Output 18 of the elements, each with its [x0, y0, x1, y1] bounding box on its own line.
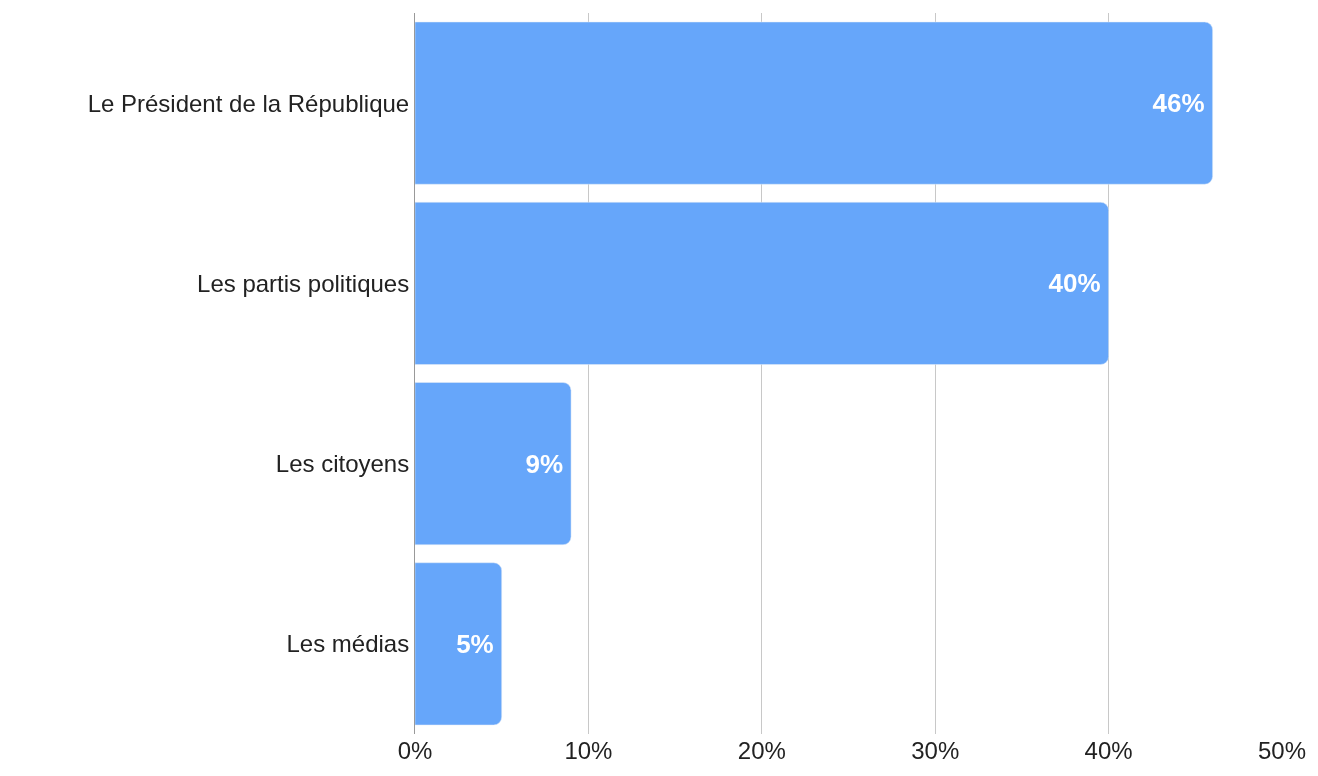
- data-label: 46%: [1152, 88, 1205, 119]
- data-label: 9%: [525, 448, 564, 479]
- x-tick-label: 10%: [564, 737, 613, 764]
- x-tick-label: 50%: [1257, 737, 1307, 764]
- x-tick-label: 20%: [737, 737, 786, 764]
- y-tick-label: Les partis politiques: [197, 269, 410, 297]
- bar: [415, 382, 572, 545]
- y-tick-label: Le Président de la République: [87, 89, 410, 117]
- y-tick-label: Les médias: [286, 630, 410, 658]
- x-tick-label: 0%: [397, 737, 433, 764]
- x-tick-label: 30%: [911, 737, 960, 764]
- bar: [415, 21, 1213, 185]
- bar: [415, 562, 502, 726]
- data-label: 5%: [456, 628, 494, 659]
- x-tick-label: 40%: [1084, 737, 1133, 764]
- data-label: 40%: [1048, 268, 1101, 299]
- y-tick-label: Les citoyens: [275, 450, 410, 478]
- bar: [415, 202, 1109, 365]
